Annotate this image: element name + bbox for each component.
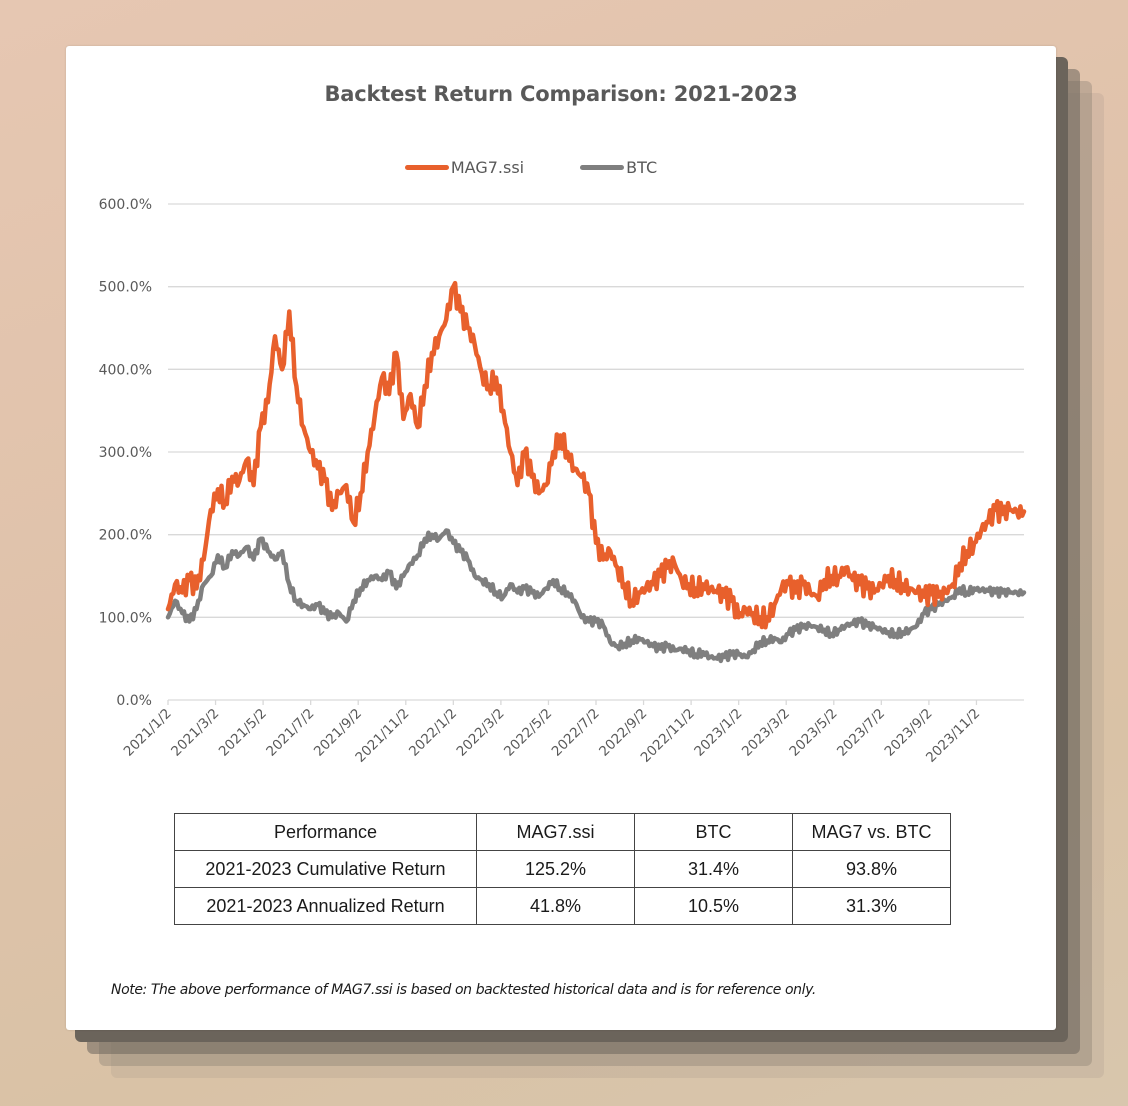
table-row: 2021-2023 Annualized Return 41.8% 10.5% … (174, 887, 951, 925)
series-line-mag7-ssi (165, 280, 1027, 630)
x-tick-label: 2022/3/2 (454, 706, 508, 760)
x-tick-label: 2021/7/2 (263, 706, 317, 760)
legend-label-mag7: MAG7.ssi (450, 158, 525, 177)
x-tick-label: 2023/5/2 (786, 706, 840, 760)
legend-label-btc: BTC (626, 158, 658, 177)
table-cell-label: 2021-2023 Annualized Return (174, 887, 477, 925)
x-axis: 2021/1/22021/3/22021/5/22021/7/22021/9/2… (121, 700, 983, 766)
x-tick-label: 2021/3/2 (168, 706, 222, 760)
gridlines (168, 203, 1024, 701)
table-cell-btc: 10.5% (634, 887, 793, 925)
legend-swatch-mag7 (404, 165, 449, 170)
line-chart: 0.0% 100.0% 200.0% 300.0% 400.0% 500.0% 600.0%… (99, 197, 1027, 766)
y-tick-label: 0.0% (116, 693, 152, 709)
legend-item-btc: BTC (580, 158, 657, 177)
table-cell-mag7: 125.2% (476, 850, 635, 888)
table-cell-btc: 31.4% (634, 850, 793, 888)
x-tick-label: 2023/7/2 (834, 706, 888, 760)
y-tick-label: 200.0% (99, 528, 152, 544)
series-line-btc (165, 528, 1027, 664)
x-tick-label: 2023/1/2 (691, 706, 745, 760)
y-axis-ticks: 0.0% 100.0% 200.0% 300.0% 400.0% 500.0% 600.0% (99, 197, 152, 709)
performance-table: Performance MAG7.ssi BTC MAG7 vs. BTC 20… (174, 813, 951, 925)
y-tick-label: 100.0% (99, 610, 152, 626)
x-tick-label: 2023/3/2 (739, 706, 793, 760)
table-header-mag7: MAG7.ssi (476, 813, 635, 851)
chart-title: Backtest Return Comparison: 2021-2023 (324, 82, 798, 106)
table-cell-label: 2021-2023 Cumulative Return (174, 850, 477, 888)
x-tick-label: 2022/1/2 (406, 706, 460, 760)
y-tick-label: 600.0% (99, 197, 152, 213)
table-header-performance: Performance (174, 813, 477, 851)
chart-card: Backtest Return Comparison: 2021-2023 MA… (66, 46, 1056, 1030)
y-tick-label: 300.0% (99, 445, 152, 461)
table-row: 2021-2023 Cumulative Return 125.2% 31.4%… (174, 850, 951, 888)
series-lines (165, 280, 1027, 664)
footnote: Note: The above performance of MAG7.ssi … (111, 982, 816, 998)
legend-swatch-btc (580, 165, 625, 170)
chart-legend: MAG7.ssi BTC (66, 158, 1056, 177)
x-tick-label: 2021/1/2 (121, 706, 175, 760)
table-header-diff: MAG7 vs. BTC (792, 813, 951, 851)
legend-item-mag7: MAG7.ssi (404, 158, 525, 177)
table-cell-diff: 31.3% (792, 887, 951, 925)
table-header-row: Performance MAG7.ssi BTC MAG7 vs. BTC (174, 813, 951, 851)
table-header-btc: BTC (634, 813, 793, 851)
table-cell-diff: 93.8% (792, 850, 951, 888)
x-tick-label: 2022/7/2 (549, 706, 603, 760)
x-tick-label: 2021/5/2 (216, 706, 270, 760)
x-tick-label: 2022/5/2 (501, 706, 555, 760)
y-tick-label: 400.0% (99, 362, 152, 378)
y-tick-label: 500.0% (99, 280, 152, 296)
table-cell-mag7: 41.8% (476, 887, 635, 925)
